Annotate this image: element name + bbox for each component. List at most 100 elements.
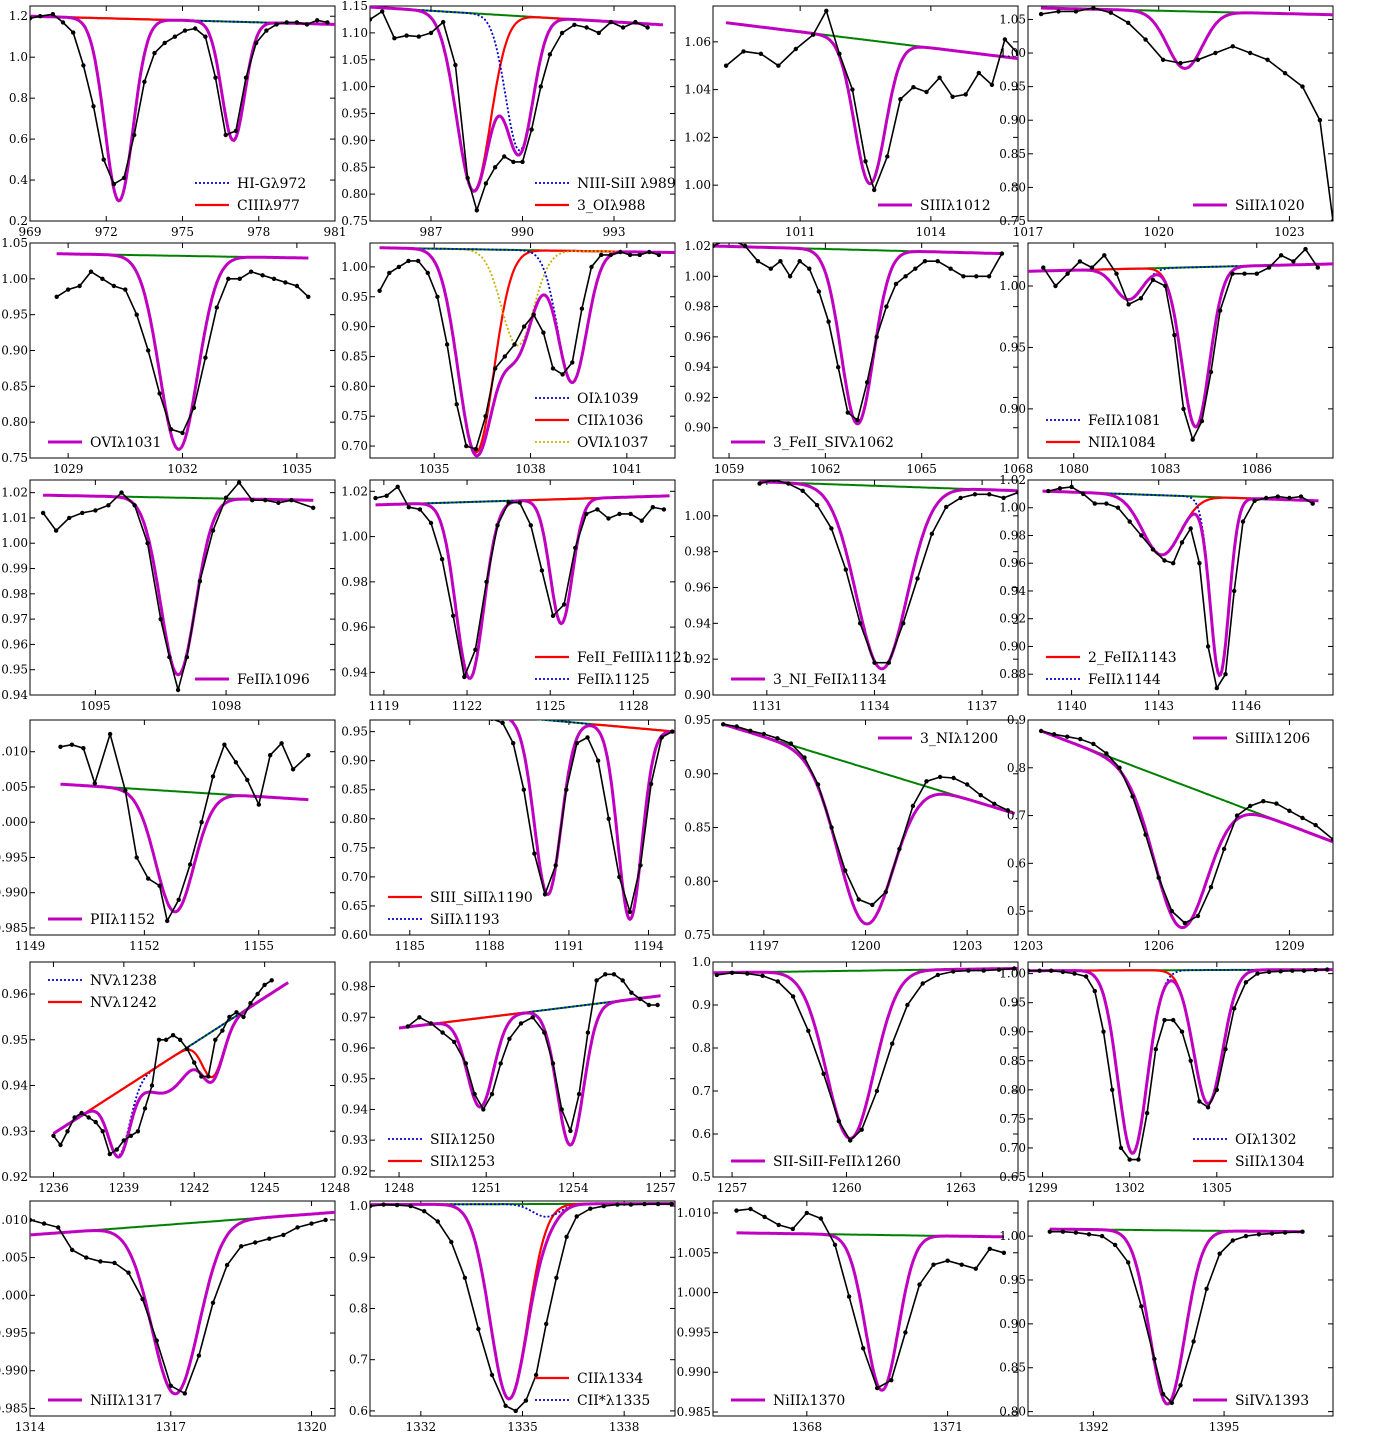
x-tick-label: 1257 — [717, 1181, 748, 1195]
observed-data-point — [223, 495, 229, 500]
observed-data-point — [1290, 968, 1295, 973]
y-tick-label: 0.97 — [1, 612, 28, 626]
observed-data-point — [807, 266, 812, 271]
observed-data-point — [574, 1214, 579, 1219]
observed-data-point — [406, 258, 411, 264]
observed-data-point — [1172, 332, 1177, 338]
observed-data-point — [502, 354, 507, 359]
y-tick-label: 0.65 — [999, 1170, 1026, 1184]
x-tick-label: 1137 — [967, 699, 998, 713]
observed-data-point — [1118, 1145, 1124, 1151]
observed-data-point — [435, 1219, 440, 1224]
observed-data-point — [1230, 271, 1235, 276]
observed-data-point — [944, 504, 949, 510]
observed-data-point — [503, 1403, 508, 1408]
observed-data-point — [1230, 1238, 1235, 1243]
x-tick-label: 1134 — [859, 699, 890, 713]
x-tick-label: 1338 — [609, 1420, 640, 1434]
spectrum-plot: 0.985 0.990 0.995 1.000 1.005 1.010 1368 1371 Ni… — [677, 1200, 1019, 1434]
observed-data-point — [1252, 498, 1257, 503]
observed-data-point — [191, 405, 197, 410]
observed-data-point — [948, 266, 953, 271]
total-fit-profile — [725, 21, 1018, 186]
total-fit-profile — [398, 994, 661, 1147]
observed-data-point — [1264, 495, 1269, 501]
observed-data-point — [493, 366, 498, 371]
observed-data-point — [1015, 490, 1018, 495]
observed-data-point — [1310, 501, 1315, 506]
y-tick-label: 0.95 — [341, 1072, 368, 1086]
observed-data-point — [608, 252, 613, 258]
legend-label: 3_FeII_SIVλ1062 — [773, 435, 894, 451]
y-tick-label: 1.06 — [684, 35, 711, 49]
observed-data-point — [745, 971, 750, 976]
observed-data-point — [874, 1088, 880, 1094]
observed-data-point — [989, 82, 995, 88]
observed-data-point — [935, 259, 940, 264]
observed-data-point — [1169, 908, 1174, 914]
plot-area — [721, 722, 1016, 926]
observed-data-point — [1248, 803, 1253, 809]
x-tick-label: 1248 — [384, 1181, 415, 1195]
observed-data-point — [615, 1202, 620, 1207]
observed-data-point — [1243, 1233, 1249, 1239]
plot-frame — [712, 479, 1019, 696]
observed-data-point — [92, 781, 98, 786]
observed-data-point — [323, 1217, 328, 1223]
spectrum-panel: 0.6 0.7 0.8 0.9 1.0 1332 1335 1338 CIIλ1334 CII*λ… — [340, 1195, 688, 1434]
observed-data-point — [911, 85, 916, 90]
observed-data-point — [976, 70, 981, 76]
observed-data-point — [502, 154, 507, 159]
observed-data-point — [917, 1282, 922, 1287]
observed-data-point — [106, 503, 111, 508]
observed-data-point — [1191, 1339, 1196, 1344]
observed-data-point — [714, 972, 719, 978]
observed-data-point — [284, 20, 289, 25]
observed-data-point — [422, 1209, 427, 1214]
observed-data-point — [170, 1033, 176, 1038]
y-tick-label: 1.00 — [684, 178, 711, 192]
observed-data-point — [119, 490, 124, 495]
observed-data-point — [290, 767, 296, 772]
plot-area — [58, 731, 311, 924]
y-tick-label: 0.8 — [349, 1302, 368, 1316]
y-tick-label: 0.92 — [341, 1164, 368, 1178]
plot-area — [373, 484, 670, 680]
observed-data-point — [1038, 11, 1044, 17]
plot-frame — [1027, 479, 1334, 696]
observed-data-point — [203, 34, 208, 39]
observed-data-point — [1217, 308, 1223, 313]
x-tick-label: 1098 — [211, 699, 242, 713]
total-fit-profile — [30, 14, 335, 203]
observed-data-point — [951, 775, 956, 781]
observed-data-point — [1179, 540, 1185, 545]
observed-data-point — [815, 782, 821, 787]
observed-data-point — [154, 1338, 159, 1343]
observed-data-point — [829, 526, 834, 531]
component-profile — [30, 15, 335, 142]
observed-data-point — [428, 520, 434, 526]
observed-data-point — [306, 753, 311, 758]
plot-area — [40, 480, 316, 694]
observed-data-point — [872, 660, 877, 665]
observed-data-point — [394, 1202, 400, 1208]
observed-data-point — [589, 264, 594, 270]
observed-data-point — [633, 19, 638, 25]
observed-data-point — [213, 1037, 218, 1042]
observed-data-point — [248, 1001, 253, 1006]
observed-data-point — [532, 851, 537, 856]
legend-label: CIIIλ977 — [237, 198, 300, 214]
observed-data-point — [69, 742, 75, 747]
y-tick-label: 0.75 — [999, 214, 1026, 228]
observed-data-point — [268, 753, 273, 758]
y-tick-label: 1.02 — [684, 239, 711, 253]
x-tick-label: 1017 — [1013, 225, 1044, 239]
total-fit-profile — [60, 782, 309, 914]
observed-data-point — [1053, 283, 1058, 289]
component-profile — [536, 720, 675, 921]
x-tick-label: 993 — [603, 225, 626, 239]
observed-data-point — [1313, 967, 1318, 973]
observed-data-point — [152, 50, 157, 56]
observed-data-point — [1089, 265, 1095, 270]
x-tick-label: 1368 — [792, 1420, 823, 1434]
